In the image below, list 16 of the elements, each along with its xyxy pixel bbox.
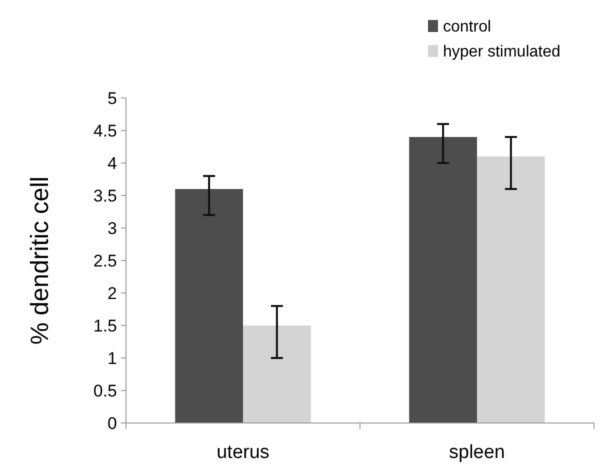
y-tick-label: 1 bbox=[108, 348, 117, 368]
x-tick-label: spleen bbox=[449, 442, 505, 463]
y-tick-label: 2.5 bbox=[93, 251, 117, 270]
y-tick-label: 3.5 bbox=[93, 186, 117, 206]
y-tick-label: 4.5 bbox=[93, 121, 117, 140]
y-tick-label: 5 bbox=[108, 88, 117, 108]
y-tick-label: 2 bbox=[108, 284, 117, 303]
y-tick-label: 0.5 bbox=[93, 381, 117, 400]
y-axis-title: % dendritic cell bbox=[26, 176, 54, 345]
legend-label: control bbox=[443, 18, 492, 36]
y-tick-label: 1.5 bbox=[93, 316, 117, 336]
y-tick-label: 4 bbox=[108, 154, 117, 173]
x-tick-label: uterus bbox=[216, 442, 270, 463]
y-tick-label: 3 bbox=[108, 218, 117, 238]
y-tick-label: 0 bbox=[108, 414, 117, 433]
legend-label: hyper stimulated bbox=[443, 44, 560, 61]
